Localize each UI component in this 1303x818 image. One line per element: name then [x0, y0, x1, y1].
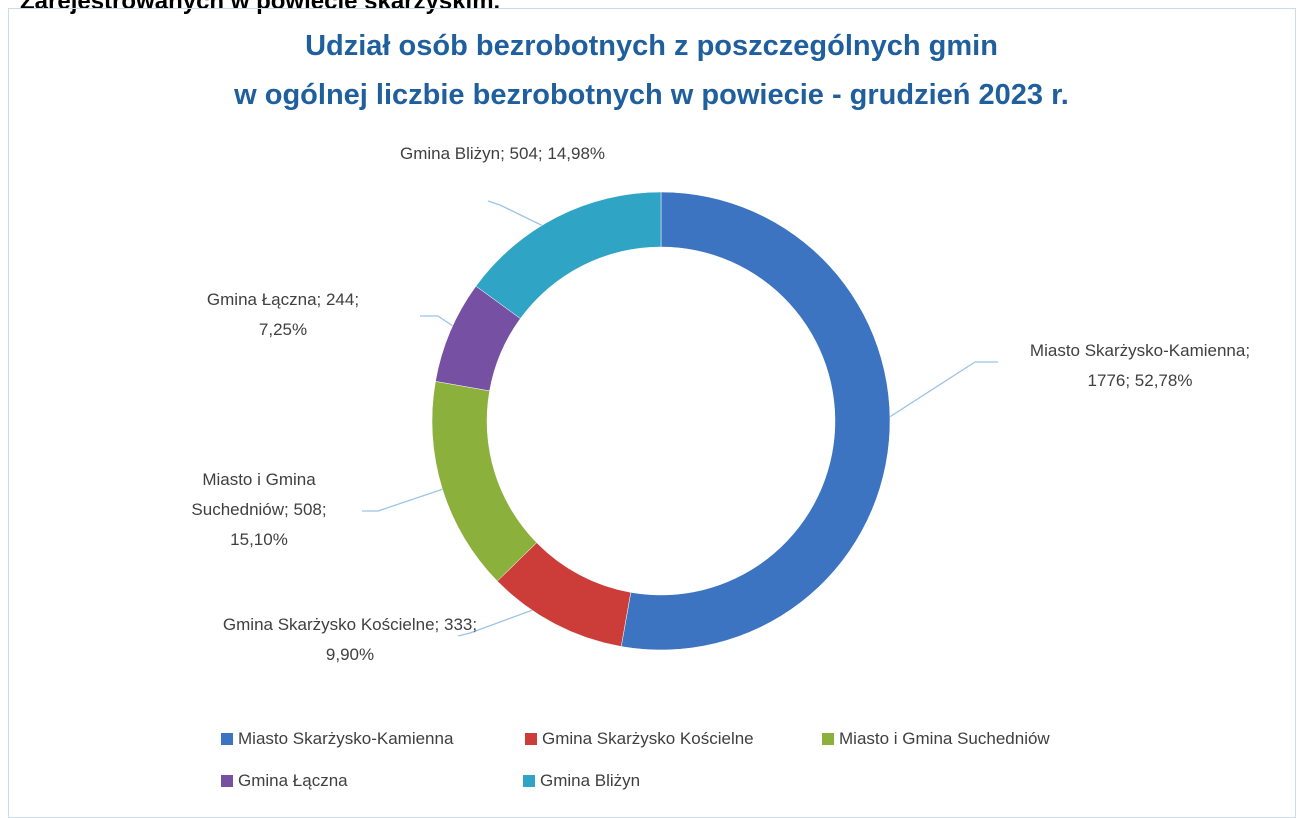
header-text: Zarejestrowanych w powiecie skarżyskim. — [20, 0, 501, 15]
data-label: Gmina Łączna; 244; 7,25% — [206, 290, 360, 339]
chart-title: Udział osób bezrobotnych z poszczególnyc… — [305, 30, 998, 62]
leader-line — [362, 479, 471, 512]
donut-segment — [620, 191, 891, 651]
donut-segment — [475, 191, 662, 319]
data-label: Miasto i Gmina Suchedniów; 508; 15,10% — [191, 470, 327, 549]
legend-label: Gmina Skarżysko Kościelne — [542, 729, 754, 748]
legend-item: Miasto i Gmina Suchedniów — [822, 729, 1050, 749]
legend-item: Gmina Skarżysko Kościelne — [525, 729, 754, 749]
legend-swatch — [523, 775, 535, 787]
legend-item: Gmina Bliżyn — [523, 771, 640, 791]
legend-swatch — [221, 775, 233, 787]
legend-label: Gmina Bliżyn — [540, 771, 641, 790]
legend-label: Gmina Łączna — [238, 771, 348, 790]
legend-label: Miasto i Gmina Suchedniów — [839, 729, 1050, 748]
legend-item: Gmina Łączna — [221, 771, 348, 791]
legend-swatch — [525, 733, 537, 745]
legend-item: Miasto Skarżysko-Kamienna — [221, 729, 453, 749]
data-label: Gmina Skarżysko Kościelne; 333; 9,90% — [222, 615, 478, 664]
chart-title: w ogólnej liczbie bezrobotnych w powieci… — [234, 79, 1069, 111]
data-label: Gmina Bliżyn; 504; 14,98% — [399, 144, 606, 163]
data-label: Miasto Skarżysko-Kamienna; 1776; 52,78% — [1029, 341, 1251, 390]
legend-swatch — [822, 733, 834, 745]
donut-segment — [431, 381, 537, 582]
leader-line — [859, 361, 998, 437]
legend-swatch — [221, 733, 233, 745]
legend-label: Miasto Skarżysko-Kamienna — [238, 729, 454, 748]
